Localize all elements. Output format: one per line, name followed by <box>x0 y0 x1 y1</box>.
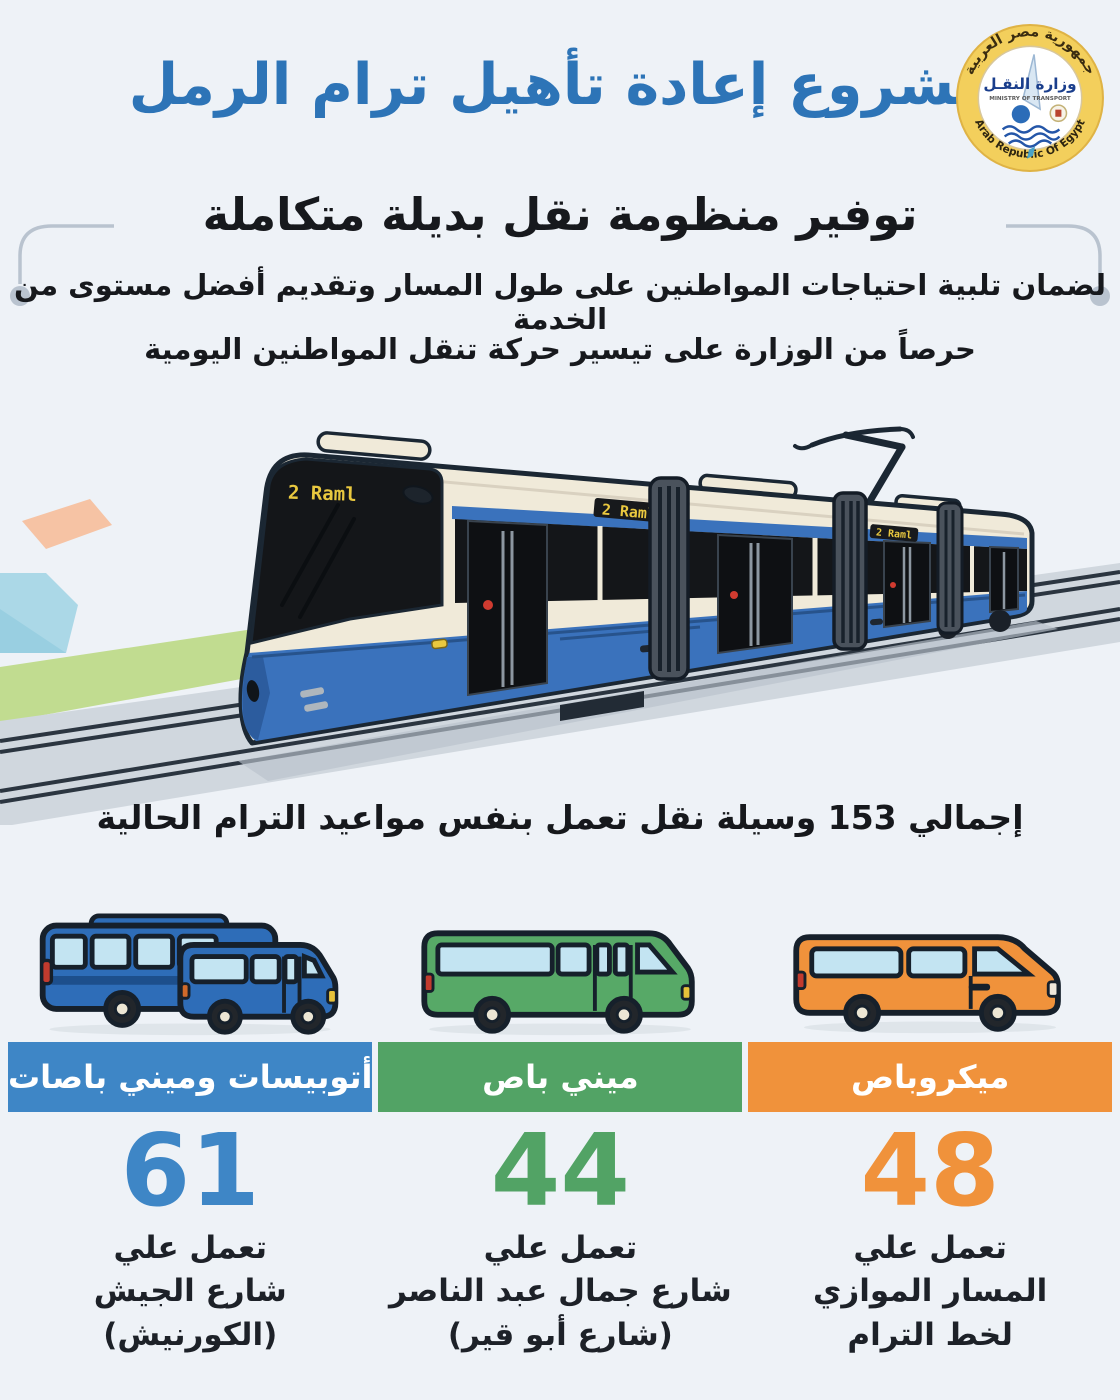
logo-stamp-mark <box>1055 109 1062 117</box>
minibus-count: 44 <box>490 1112 630 1229</box>
side-marker-light <box>431 638 448 650</box>
logo-ministry-name-arabic: وزارة النقـل <box>983 75 1076 93</box>
svg-text:2 Raml: 2 Raml <box>601 500 657 523</box>
buses-banner: أتوبيسات وميني باصات <box>8 1042 373 1112</box>
logo-sun-circle <box>1011 105 1030 124</box>
headlight <box>246 680 260 702</box>
decorative-bracket-left <box>10 224 114 306</box>
minibus-icon <box>395 912 725 1038</box>
stat-column-microbus: ميكروباص 48 تعمل علي المسار الموازي لخط … <box>748 912 1112 1357</box>
pantograph <box>793 426 915 505</box>
tram-shadow <box>238 621 1058 781</box>
stat-column-minibus: ميني باص 44 تعمل علي شارع جمال عبد الناص… <box>378 912 743 1357</box>
buses-description: تعمل علي شارع الجيش (الكورنيش) <box>93 1230 287 1353</box>
side-mirror <box>402 485 434 505</box>
microbus-icon <box>765 912 1095 1038</box>
stat-column-buses: أتوبيسات وميني باصات 61 تعمل علي شارع ال… <box>8 912 373 1357</box>
svg-text:2 Raml: 2 Raml <box>875 527 912 541</box>
total-vehicles-caption: إجمالي 153 وسيلة نقل تعمل بنفس مواعيد ال… <box>96 798 1024 837</box>
tram-body: 2 Raml 2 Raml 2 Raml <box>238 431 1035 746</box>
decorative-blue-shape <box>0 573 78 653</box>
svg-text:2 Raml: 2 Raml <box>288 482 357 506</box>
articulation-bellows <box>648 476 964 681</box>
front-vents <box>300 687 329 712</box>
microbus-count: 48 <box>860 1112 1000 1229</box>
decorative-peach-shape <box>22 499 112 549</box>
decorative-bracket-right <box>1006 224 1110 306</box>
logo-ministry-name-english: MINISTRY OF TRANSPORT <box>989 96 1071 102</box>
minibus-description: تعمل علي شارع جمال عبد الناصر (شارع أبو … <box>388 1230 732 1353</box>
logo-sail-shape <box>1022 54 1042 111</box>
page-subtitle: توفير منظومة نقل بديلة متكاملة <box>202 188 918 241</box>
buses-count: 61 <box>120 1112 260 1229</box>
page-title: مشروع إعادة تأهيل ترام الرمل <box>128 52 992 118</box>
buses-icon <box>25 912 355 1038</box>
body-text-line2: حرصاً من الوزارة على تيسير حركة تنقل الم… <box>144 332 976 366</box>
windshield-wipers <box>280 503 356 619</box>
ministry-of-transport-logo: جمهورية مصر العربية Arab Republic Of Egy… <box>956 24 1104 172</box>
stats-row: أتوبيسات وميني باصات 61 تعمل علي شارع ال… <box>0 912 1120 1357</box>
logo-waves <box>1001 125 1061 148</box>
tram-illustration: 2 Raml 2 Raml 2 Raml <box>0 426 1120 825</box>
body-text-line1: لضمان تلبية احتياجات المواطنين على طول ا… <box>13 268 1106 336</box>
minibus-banner: ميني باص <box>378 1042 743 1112</box>
tram-doors <box>467 519 1019 697</box>
microbus-description: تعمل علي المسار الموازي لخط الترام <box>812 1230 1048 1353</box>
microbus-banner: ميكروباص <box>748 1042 1112 1112</box>
